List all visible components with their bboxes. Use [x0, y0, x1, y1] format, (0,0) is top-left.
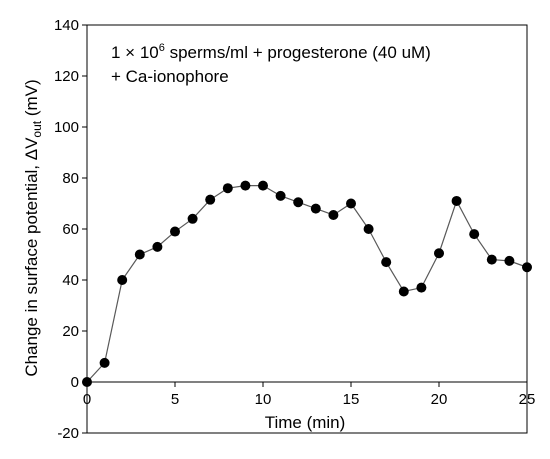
- data-point: [434, 248, 444, 259]
- y-tick-label: -20: [57, 425, 79, 442]
- data-point: [82, 377, 92, 387]
- data-point: [170, 226, 180, 237]
- y-tick-label: 80: [62, 170, 79, 187]
- x-tick-label: 25: [519, 391, 536, 408]
- chart-annotation-line2: + Ca-ionophore: [111, 67, 229, 86]
- data-point: [258, 180, 268, 191]
- data-point: [486, 254, 497, 265]
- series-line: [86, 185, 528, 383]
- y-tick-label: 120: [54, 68, 79, 85]
- data-point: [293, 197, 304, 208]
- data-point: [328, 209, 339, 220]
- plot-frame: [86, 24, 528, 434]
- x-tick-label: 20: [431, 391, 448, 408]
- x-tick-label: 10: [255, 391, 272, 408]
- data-point: [152, 241, 163, 252]
- data-point: [381, 257, 392, 268]
- y-axis-title: Change in surface potential, ΔVout (mV): [22, 79, 44, 376]
- data-point: [99, 357, 110, 368]
- y-tick-label: 60: [62, 221, 79, 238]
- data-point: [416, 282, 427, 293]
- annotation-superscript: 6: [159, 42, 165, 54]
- data-point: [275, 190, 286, 201]
- y-axis-title-subscript: out: [30, 120, 44, 137]
- data-point: [398, 286, 409, 297]
- data-point: [205, 194, 216, 205]
- data-point: [187, 213, 198, 224]
- data-point: [469, 229, 480, 240]
- data-point: [240, 180, 251, 191]
- y-tick-label: 140: [54, 17, 79, 34]
- data-point: [222, 183, 233, 194]
- x-axis-title: Time (min): [265, 413, 346, 432]
- data-point: [522, 262, 532, 273]
- data-series: [82, 180, 532, 387]
- chart-annotation-line1: 1 × 106 sperms/ml + progesterone (40 uM): [111, 42, 431, 62]
- x-tick-label: 15: [343, 391, 360, 408]
- y-tick-label: 100: [54, 119, 79, 136]
- data-point: [117, 275, 128, 285]
- y-tick-label: 20: [62, 323, 79, 340]
- x-tick-label: 0: [83, 391, 91, 408]
- y-tick-label: 0: [71, 374, 79, 391]
- x-tick-label: 5: [171, 391, 179, 408]
- y-tick-label: 40: [62, 272, 79, 289]
- data-point: [310, 203, 321, 214]
- data-point: [504, 255, 515, 266]
- data-point: [363, 224, 374, 234]
- data-point: [134, 249, 145, 260]
- data-point: [451, 195, 462, 206]
- data-point: [346, 198, 356, 209]
